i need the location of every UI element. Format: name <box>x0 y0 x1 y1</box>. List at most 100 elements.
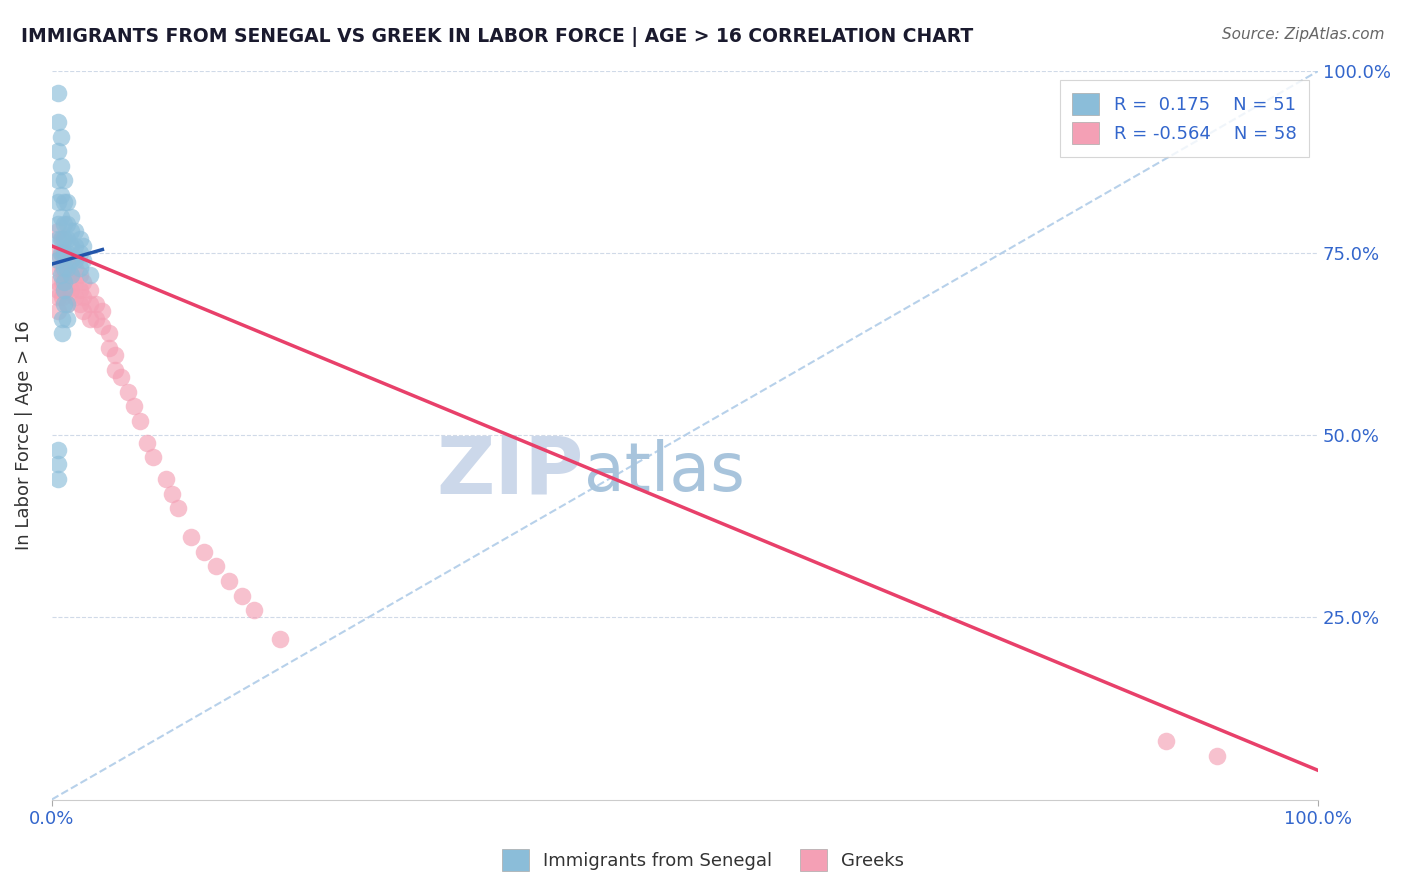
Point <box>56 297 79 311</box>
Point <box>142 450 165 464</box>
Point <box>56 231 79 245</box>
Point <box>84 311 107 326</box>
Point <box>46 442 69 457</box>
Point <box>160 486 183 500</box>
Point <box>53 283 76 297</box>
Point <box>46 224 69 238</box>
Point <box>49 129 72 144</box>
Point <box>53 217 76 231</box>
Point <box>84 297 107 311</box>
Point <box>53 246 76 260</box>
Point <box>122 399 145 413</box>
Point <box>72 304 94 318</box>
Point <box>59 239 82 253</box>
Point <box>51 290 73 304</box>
Point <box>56 246 79 260</box>
Point <box>51 246 73 260</box>
Point <box>79 311 101 326</box>
Point <box>69 268 91 282</box>
Point <box>56 283 79 297</box>
Point <box>49 268 72 282</box>
Point <box>110 370 132 384</box>
Point <box>46 304 69 318</box>
Point <box>63 260 86 275</box>
Point <box>117 384 139 399</box>
Point <box>51 326 73 341</box>
Point <box>56 311 79 326</box>
Point <box>72 290 94 304</box>
Point <box>46 290 69 304</box>
Point <box>49 231 72 245</box>
Point <box>46 144 69 158</box>
Point <box>155 472 177 486</box>
Point <box>243 603 266 617</box>
Point <box>129 414 152 428</box>
Point <box>231 589 253 603</box>
Text: ZIP: ZIP <box>436 433 583 511</box>
Point <box>63 239 86 253</box>
Point <box>49 187 72 202</box>
Point <box>72 253 94 268</box>
Point <box>56 260 79 275</box>
Point <box>53 297 76 311</box>
Point <box>46 275 69 289</box>
Point <box>69 231 91 245</box>
Point <box>72 275 94 289</box>
Y-axis label: In Labor Force | Age > 16: In Labor Force | Age > 16 <box>15 320 32 550</box>
Text: Source: ZipAtlas.com: Source: ZipAtlas.com <box>1222 27 1385 42</box>
Point <box>59 268 82 282</box>
Point <box>63 275 86 289</box>
Point <box>46 231 69 245</box>
Point <box>53 173 76 187</box>
Point <box>69 297 91 311</box>
Point <box>69 260 91 275</box>
Point <box>79 268 101 282</box>
Point <box>59 224 82 238</box>
Point <box>46 173 69 187</box>
Point <box>53 195 76 210</box>
Point <box>56 253 79 268</box>
Point <box>91 318 114 333</box>
Point <box>269 632 291 647</box>
Point <box>72 239 94 253</box>
Point <box>69 246 91 260</box>
Point <box>51 275 73 289</box>
Point <box>51 311 73 326</box>
Point <box>46 86 69 100</box>
Point <box>53 275 76 289</box>
Point <box>63 224 86 238</box>
Point <box>167 501 190 516</box>
Point <box>46 246 69 260</box>
Text: atlas: atlas <box>583 439 745 505</box>
Point <box>49 159 72 173</box>
Point <box>104 348 127 362</box>
Point <box>97 326 120 341</box>
Point <box>69 283 91 297</box>
Point <box>53 231 76 245</box>
Legend: R =  0.175    N = 51, R = -0.564    N = 58: R = 0.175 N = 51, R = -0.564 N = 58 <box>1060 80 1309 157</box>
Point <box>51 231 73 245</box>
Point <box>59 268 82 282</box>
Point <box>46 260 69 275</box>
Point <box>59 253 82 268</box>
Text: IMMIGRANTS FROM SENEGAL VS GREEK IN LABOR FORCE | AGE > 16 CORRELATION CHART: IMMIGRANTS FROM SENEGAL VS GREEK IN LABO… <box>21 27 973 46</box>
Point <box>104 362 127 376</box>
Point <box>91 304 114 318</box>
Point <box>135 435 157 450</box>
Point <box>218 574 240 588</box>
Point <box>53 260 76 275</box>
Point <box>193 545 215 559</box>
Point <box>180 530 202 544</box>
Point <box>46 115 69 129</box>
Point <box>97 341 120 355</box>
Point <box>63 253 86 268</box>
Point <box>59 210 82 224</box>
Point <box>79 283 101 297</box>
Point <box>56 297 79 311</box>
Point <box>46 472 69 486</box>
Point <box>46 217 69 231</box>
Point <box>49 246 72 260</box>
Point <box>79 297 101 311</box>
Point <box>46 195 69 210</box>
Point <box>56 268 79 282</box>
